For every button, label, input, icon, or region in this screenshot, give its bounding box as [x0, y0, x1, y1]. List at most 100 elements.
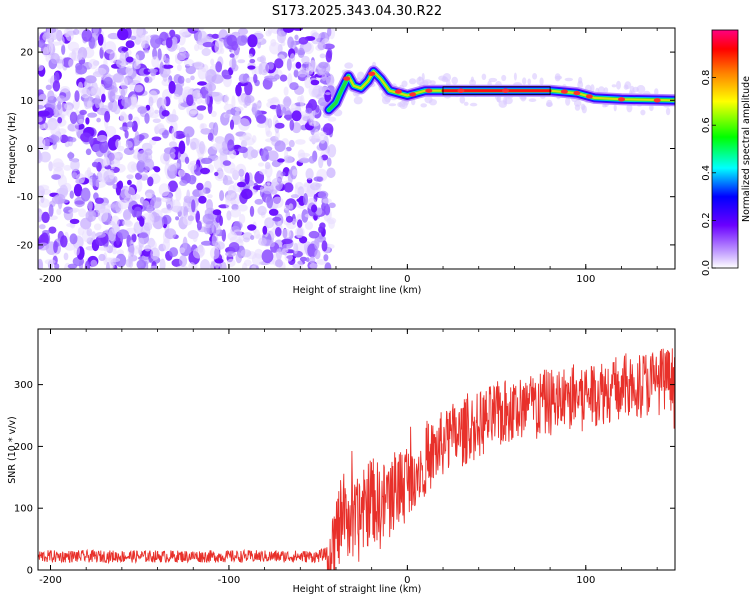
colorbar-gradient — [712, 30, 738, 268]
noise-blob — [222, 160, 232, 166]
noise-blob — [112, 183, 117, 190]
noise-blob — [225, 195, 231, 210]
noise-blob — [49, 40, 54, 54]
noise-blob — [266, 195, 274, 209]
halo-blob — [409, 78, 417, 85]
noise-blob — [267, 98, 279, 104]
noise-blob — [328, 219, 335, 229]
noise-blob — [84, 260, 91, 269]
noise-blob — [249, 58, 256, 64]
noise-blob — [212, 122, 219, 136]
spectrogram-ylabel: Frequency (Hz) — [7, 112, 18, 184]
noise-blob — [311, 134, 317, 145]
noise-blob — [183, 206, 189, 218]
spectrogram-frame — [37, 27, 676, 270]
snr-line — [38, 348, 675, 570]
noise-blob — [264, 217, 275, 229]
noise-blob — [112, 81, 117, 92]
noise-blob — [212, 142, 223, 151]
noise-blob — [267, 118, 273, 129]
noise-blob — [75, 178, 85, 185]
noise-blob — [130, 35, 137, 40]
noise-blob — [247, 34, 258, 48]
noise-blob — [101, 93, 106, 103]
noise-blob — [98, 139, 109, 154]
noise-blob — [204, 209, 212, 214]
snr-background — [38, 329, 675, 570]
spectrogram-ytick-label: 20 — [20, 48, 33, 59]
halo-blob — [504, 97, 513, 105]
noise-blob — [311, 204, 318, 213]
noise-blob — [85, 148, 92, 156]
noise-blob — [171, 127, 177, 141]
noise-blob — [272, 216, 282, 222]
noise-blob — [295, 61, 302, 69]
noise-blob — [237, 146, 248, 153]
noise-blob — [230, 199, 237, 205]
noise-blob — [247, 65, 256, 70]
noise-blob — [283, 182, 294, 193]
noise-blob — [194, 44, 200, 52]
noise-blob — [125, 40, 135, 49]
noise-blob — [51, 174, 61, 180]
noise-blob — [68, 209, 78, 214]
noise-blob — [155, 197, 162, 202]
noise-blob — [80, 187, 91, 202]
noise-blob — [45, 84, 52, 91]
signal-track-outline — [442, 86, 551, 96]
noise-blob — [169, 152, 176, 160]
noise-blob — [109, 51, 117, 64]
noise-blob — [179, 247, 186, 254]
noise-blob — [226, 109, 236, 115]
halo-blob — [581, 105, 587, 114]
noise-blob — [213, 156, 224, 171]
noise-blob — [195, 210, 200, 224]
noise-blob — [149, 112, 159, 119]
noise-blob — [283, 86, 289, 96]
noise-blob — [124, 186, 136, 198]
noise-blob — [326, 75, 334, 86]
noise-blob — [181, 52, 190, 59]
noise-blob — [69, 233, 78, 245]
noise-blob — [168, 247, 179, 258]
noise-blob — [200, 157, 213, 164]
noise-blob — [53, 240, 58, 254]
colorbar-frame — [711, 29, 739, 269]
noise-blob — [52, 80, 61, 92]
noise-blob — [173, 83, 183, 97]
colorbar-tick-label: 0.8 — [701, 70, 712, 86]
noise-blob — [73, 244, 81, 256]
noise-blob — [74, 121, 79, 133]
noise-blob — [48, 161, 53, 172]
noise-blob — [136, 259, 147, 269]
noise-blob — [120, 76, 128, 91]
noise-blob — [243, 237, 250, 243]
halo-blob — [603, 87, 609, 94]
noise-blob — [212, 209, 222, 216]
noise-blob — [78, 208, 87, 218]
noise-blob — [123, 209, 132, 221]
noise-blob — [38, 93, 49, 106]
spectrogram-ytick-label: 10 — [20, 96, 33, 107]
colorbar-tick-label: 0.0 — [701, 260, 712, 276]
halo-blob — [429, 99, 437, 106]
noise-blob — [258, 162, 265, 167]
noise-blob — [314, 237, 320, 250]
spectrogram-xlabel: Height of straight line (km) — [293, 285, 422, 296]
noise-blob — [296, 260, 303, 269]
signal-hotspot — [394, 89, 402, 94]
noise-blob — [190, 141, 197, 151]
noise-blob — [298, 158, 310, 163]
noise-blob — [79, 109, 87, 116]
noise-blob — [244, 172, 250, 185]
noise-blob — [259, 186, 264, 193]
noise-blob — [267, 150, 279, 161]
noise-blob — [110, 215, 120, 228]
noise-blob — [92, 173, 97, 187]
snr-xtick-label: 100 — [576, 575, 595, 586]
noise-blob — [81, 29, 93, 42]
noise-blob — [132, 28, 144, 38]
noise-blob — [38, 110, 50, 117]
noise-blob — [134, 130, 140, 144]
colorbar-tick-label: 0.2 — [701, 212, 712, 228]
